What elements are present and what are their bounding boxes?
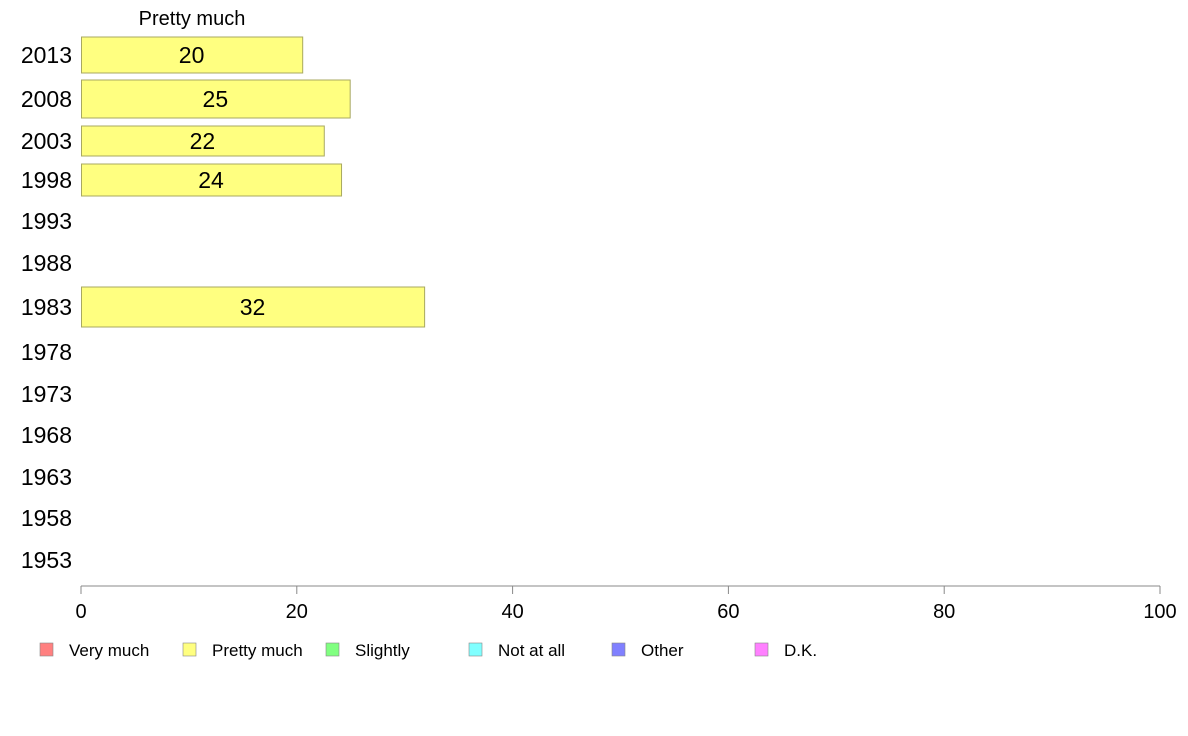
legend-label-not-at-all: Not at all bbox=[498, 641, 565, 660]
legend-swatch-d-k bbox=[754, 642, 769, 657]
y-tick-label-1968: 1968 bbox=[21, 422, 72, 448]
legend-label-pretty-much: Pretty much bbox=[212, 641, 303, 660]
bar-1998 bbox=[81, 163, 343, 197]
x-tick-label-80: 80 bbox=[933, 601, 955, 623]
legend-swatch-slightly bbox=[325, 642, 340, 657]
legend-swatch-very-much bbox=[39, 642, 54, 657]
y-tick-label-1988: 1988 bbox=[21, 250, 72, 276]
y-tick-label-2003: 2003 bbox=[21, 128, 72, 154]
y-tick-label-1993: 1993 bbox=[21, 208, 72, 234]
bar-2008 bbox=[81, 79, 351, 119]
data-label-2003: 22 bbox=[190, 128, 216, 154]
x-tick-label-100: 100 bbox=[1143, 601, 1176, 623]
data-label-2013: 20 bbox=[179, 42, 205, 68]
y-tick-label-1998: 1998 bbox=[21, 167, 72, 193]
data-label-2008: 25 bbox=[203, 86, 229, 112]
x-tick-label-60: 60 bbox=[717, 601, 739, 623]
legend-swatch-pretty-much bbox=[182, 642, 197, 657]
bar-2003 bbox=[81, 125, 325, 157]
bar-2013 bbox=[81, 36, 304, 74]
y-tick-label-2013: 2013 bbox=[21, 42, 72, 68]
y-tick-label-1973: 1973 bbox=[21, 381, 72, 407]
y-axis-labels: 2013 2008 2003 1998 1993 1988 1983 1978 1973 1968… bbox=[21, 42, 72, 573]
y-tick-label-1978: 1978 bbox=[21, 339, 72, 365]
bars-group: 20 25 22 24 32 bbox=[81, 36, 426, 328]
legend-label-slightly: Slightly bbox=[355, 641, 410, 660]
series-title: Pretty much bbox=[139, 8, 246, 30]
y-tick-label-2008: 2008 bbox=[21, 86, 72, 112]
y-tick-label-1983: 1983 bbox=[21, 294, 72, 320]
legend-label-very-much: Very much bbox=[69, 641, 149, 660]
y-tick-label-1958: 1958 bbox=[21, 505, 72, 531]
data-label-1998: 24 bbox=[198, 167, 224, 193]
legend-swatch-not-at-all bbox=[468, 642, 483, 657]
y-tick-label-1963: 1963 bbox=[21, 464, 72, 490]
legend-swatch-other bbox=[611, 642, 626, 657]
y-tick-label-1953: 1953 bbox=[21, 547, 72, 573]
data-label-1983: 32 bbox=[240, 294, 266, 320]
bar-1983 bbox=[81, 286, 426, 328]
legend-label-d-k: D.K. bbox=[784, 641, 817, 660]
x-tick-label-0: 0 bbox=[75, 601, 86, 623]
legend: Very much Pretty much Slightly Not at all Ot… bbox=[39, 641, 817, 660]
x-tick-label-20: 20 bbox=[286, 601, 308, 623]
legend-label-other: Other bbox=[641, 641, 684, 660]
x-tick-label-40: 40 bbox=[501, 601, 523, 623]
x-axis: 0 20 40 60 80 100 bbox=[75, 585, 1177, 623]
